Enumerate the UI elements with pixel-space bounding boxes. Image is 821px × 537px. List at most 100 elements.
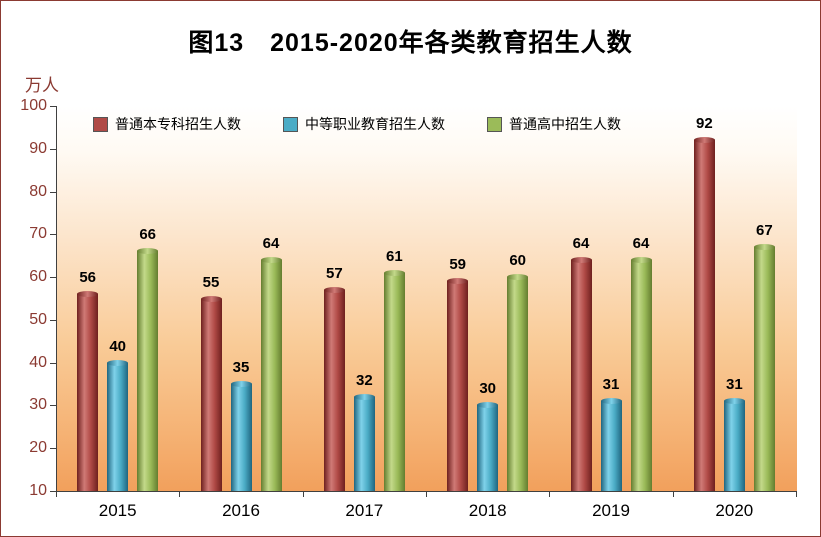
bar-cap (600, 398, 622, 405)
legend-item-3: 普通高中招生人数 (487, 114, 621, 134)
legend-swatch-icon (283, 116, 298, 132)
legend-label: 普通本专科招生人数 (115, 116, 241, 132)
bar-cap (753, 244, 775, 251)
y-tick-label: 70 (29, 225, 47, 243)
x-tick-mark (179, 491, 181, 497)
y-tick-label: 40 (29, 353, 47, 371)
bar-2020-series2 (723, 401, 745, 491)
x-tick-mark (302, 491, 304, 497)
y-tick-label: 20 (29, 439, 47, 457)
y-tick-mark (50, 448, 56, 450)
legend-item-2: 中等职业教育招生人数 (283, 114, 445, 134)
bar-2016-series3 (260, 260, 282, 491)
bar-cap (477, 402, 499, 409)
bar-2018-series2 (477, 405, 499, 491)
bar-value-label: 92 (695, 115, 713, 133)
y-tick-label: 60 (29, 268, 47, 286)
chart-title: 图13 2015-2020年各类教育招生人数 (188, 29, 633, 57)
y-tick-label: 10 (29, 482, 47, 499)
bar-2018-series1 (447, 281, 469, 491)
bar-2016-series1 (200, 298, 222, 491)
y-tick-mark (50, 491, 56, 492)
bar-2015-series2 (107, 362, 129, 491)
legend-label: 中等职业教育招生人数 (305, 116, 445, 132)
bar-cap (353, 393, 375, 400)
legend-label: 普通高中招生人数 (509, 116, 621, 132)
bar-value-label: 30 (479, 380, 496, 398)
bar-cap (77, 291, 99, 298)
legend-swatch-icon (487, 116, 502, 132)
bar-2015-series1 (77, 294, 99, 491)
y-tick-label: 50 (29, 310, 47, 328)
bar-2019-series3 (630, 260, 652, 491)
x-tick-mark (672, 491, 674, 497)
bar-cap (570, 257, 592, 263)
bar-value-label: 57 (325, 264, 343, 282)
bar-value-label: 66 (139, 226, 156, 244)
bar-value-label: 60 (509, 252, 526, 270)
bar-value-label: 40 (109, 337, 126, 355)
bar-cap (107, 359, 129, 366)
bar-cap (383, 269, 405, 276)
y-tick-mark (50, 234, 56, 236)
bar-cap (630, 257, 652, 263)
x-tick-mark (426, 491, 427, 497)
y-tick-mark (50, 148, 56, 150)
bar-value-label: 31 (602, 376, 620, 394)
y-tick-label: 90 (29, 139, 47, 157)
x-category-label: 2017 (345, 501, 384, 520)
bar-cap (260, 257, 282, 263)
bar-cap (323, 286, 345, 293)
bar-value-label: 35 (232, 359, 250, 377)
bar-value-label: 61 (385, 247, 403, 265)
bar-value-label: 64 (262, 235, 280, 252)
bar-value-label: 67 (755, 222, 773, 240)
x-tick-mark (796, 491, 797, 497)
bar-2018-series3 (507, 277, 529, 491)
y-tick-label: 30 (29, 396, 47, 414)
bar-2019-series2 (600, 401, 622, 491)
bar-value-label: 31 (725, 376, 743, 394)
bar-2017-series2 (353, 396, 375, 491)
legend-item-1: 普通本专科招生人数 (93, 114, 241, 134)
y-tick-mark (50, 191, 56, 193)
bar-2020-series3 (753, 247, 775, 491)
x-tick-mark (56, 491, 57, 497)
bar-cap (507, 274, 529, 281)
x-category-label: 2020 (715, 501, 754, 520)
bar-value-label: 55 (202, 273, 220, 291)
y-tick-label: 80 (29, 182, 47, 200)
bar-cap (230, 381, 252, 388)
bar-2016-series2 (230, 384, 252, 491)
bar-cap (723, 398, 745, 405)
x-category-label: 2018 (468, 501, 507, 520)
bar-2017-series3 (383, 272, 405, 491)
y-tick-mark (50, 362, 56, 364)
x-category-label: 2019 (592, 501, 630, 520)
bar-value-label: 59 (449, 256, 466, 274)
bar-cap (693, 137, 715, 144)
plot-area: 普通本专科招生人数 中等职业教育招生人数 普通高中招生人数 (56, 106, 797, 492)
y-tick-mark (50, 319, 56, 321)
y-tick-mark (50, 277, 56, 279)
bar-2017-series1 (323, 289, 345, 491)
legend-swatch-icon (93, 116, 108, 132)
bar-2015-series3 (137, 251, 159, 491)
y-tick-mark (50, 106, 56, 107)
bar-cap (137, 248, 159, 255)
x-category-label: 2016 (222, 501, 260, 520)
x-tick-mark (549, 491, 551, 497)
bar-value-label: 64 (572, 235, 590, 252)
bar-2020-series1 (693, 140, 715, 491)
bar-cap (447, 278, 469, 285)
chart-legend: 普通本专科招生人数 中等职业教育招生人数 普通高中招生人数 (93, 114, 621, 134)
x-category-label: 2015 (98, 501, 137, 520)
bar-value-label: 64 (632, 235, 650, 252)
bar-value-label: 32 (355, 371, 373, 389)
bar-2019-series1 (570, 260, 592, 491)
bar-value-label: 56 (79, 269, 96, 287)
y-axis-unit-label: 万人 (25, 76, 59, 95)
y-tick-label: 100 (20, 97, 47, 114)
bar-cap (200, 295, 222, 302)
